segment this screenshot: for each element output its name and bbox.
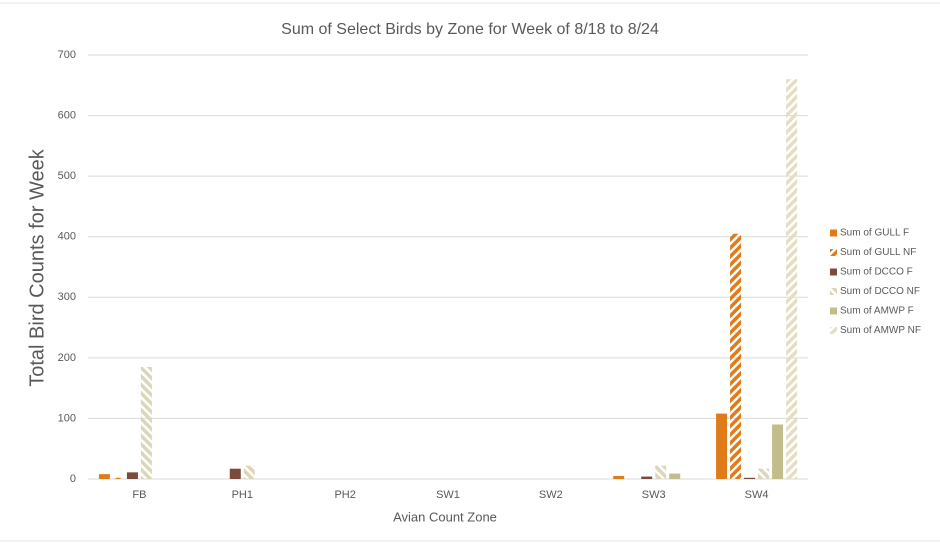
x-tick-label: PH2 [334, 489, 355, 501]
legend-swatch [830, 268, 837, 276]
x-tick-label: SW3 [642, 489, 666, 501]
bar [98, 474, 110, 479]
legend-label: Sum of DCCO F [840, 267, 913, 278]
y-tick-label: 500 [58, 170, 76, 182]
bar [140, 366, 152, 479]
legend-label: Sum of GULL F [840, 228, 909, 239]
y-tick-label: 400 [58, 231, 76, 243]
bar [613, 475, 625, 479]
legend-swatch [830, 307, 837, 315]
y-tick-label: 600 [58, 109, 76, 121]
y-tick-label: 200 [58, 352, 76, 364]
y-tick-label: 700 [58, 49, 76, 61]
x-tick-label: SW2 [539, 489, 563, 501]
bar [716, 413, 728, 479]
y-axis-label: Total Bird Counts for Week [26, 148, 48, 387]
legend-swatch [830, 327, 837, 334]
y-tick-label: 0 [70, 473, 76, 485]
legend-swatch [830, 288, 837, 295]
legend-swatch [830, 229, 837, 237]
legend-label: Sum of AMWP NF [840, 325, 921, 336]
x-tick-label: FB [132, 489, 146, 501]
bar [786, 79, 798, 479]
bar [112, 477, 124, 479]
bar [772, 424, 784, 479]
chart-title: Sum of Select Birds by Zone for Week of … [281, 21, 659, 38]
x-tick-label: SW1 [436, 489, 460, 501]
x-axis-label: Avian Count Zone [393, 509, 497, 524]
y-tick-label: 100 [58, 412, 76, 424]
legend-swatch [830, 249, 837, 256]
bar [229, 468, 241, 479]
bar [669, 473, 681, 479]
x-tick-label: PH1 [232, 489, 253, 501]
bar [758, 468, 770, 479]
bar [243, 465, 255, 479]
bar [655, 465, 667, 479]
bar [744, 477, 756, 479]
legend-label: Sum of GULL NF [840, 247, 916, 258]
bar [641, 476, 653, 479]
y-tick-label: 300 [58, 291, 76, 303]
bar [126, 472, 138, 479]
x-tick-label: SW4 [745, 489, 769, 501]
legend-label: Sum of DCCO NF [840, 286, 920, 297]
legend-label: Sum of AMWP F [840, 306, 914, 317]
bar [730, 233, 742, 479]
